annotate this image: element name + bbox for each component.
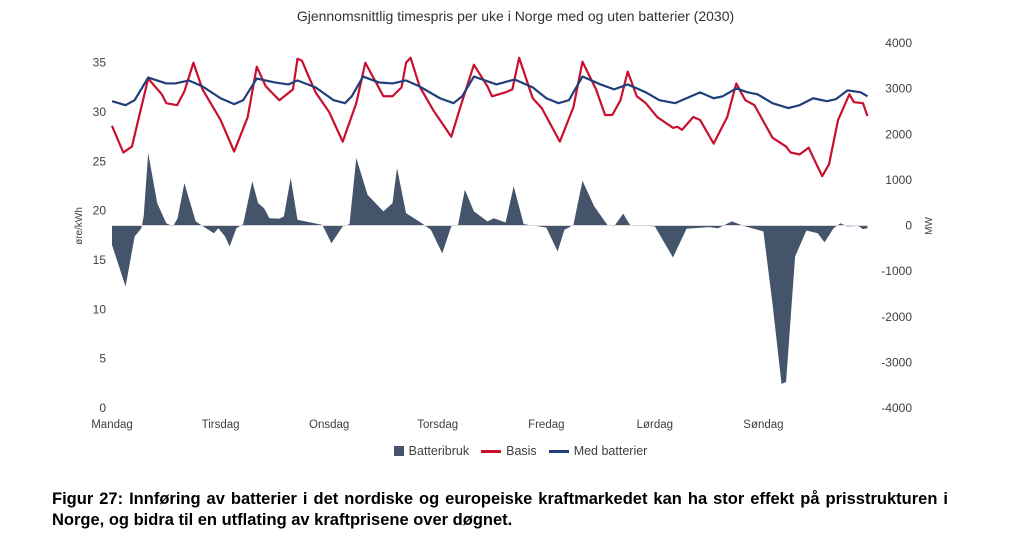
y-tick-label-left: 20 — [93, 204, 107, 218]
legend-label: Basis — [506, 444, 537, 458]
line-layer — [110, 56, 869, 178]
x-tick-label: Søndag — [743, 419, 783, 431]
y-tick-label-right: 1000 — [885, 173, 912, 187]
y-tick-label-right: 4000 — [885, 36, 912, 50]
tick-layer: 0 5 10 15 20 25 30 35 4000 3000 2000 1000 0 -1000 -200… — [91, 36, 912, 431]
y-axis-label-right: MW — [924, 217, 935, 235]
legend-swatch-line — [548, 449, 569, 453]
legend-item-basis: Basis — [481, 444, 537, 458]
y-tick-label-right: -4000 — [881, 401, 912, 415]
chart-title: Gjennomsnittlig timespris per uke i Norg… — [296, 8, 735, 24]
legend-label: Batteribruk — [408, 444, 470, 458]
y-tick-label-left: 35 — [93, 56, 107, 70]
legend-swatch-area — [393, 446, 404, 456]
y-tick-label-right: -2000 — [881, 310, 912, 324]
y-tick-label-left: 10 — [93, 302, 107, 316]
y-tick-label-right: 2000 — [885, 127, 912, 141]
x-tick-label: Onsdag — [309, 419, 349, 431]
y-tick-label-left: 30 — [93, 105, 107, 119]
y-tick-label-left: 15 — [93, 253, 107, 267]
area-layer — [112, 152, 868, 384]
x-tick-label: Fredag — [528, 419, 564, 431]
figure-caption: Figur 27: Innføring av batterier i det n… — [52, 490, 948, 529]
series-line-med-batterier — [111, 75, 869, 110]
series-area-batteribruk — [112, 152, 868, 384]
chart-plot: 0 5 10 15 20 25 30 35 4000 3000 2000 1000 0 -1000 -200… — [74, 36, 935, 431]
y-tick-label-right: -3000 — [881, 355, 912, 369]
legend-item-batteribruk: Batteribruk — [393, 444, 470, 458]
legend-label: Med batterier — [573, 444, 648, 458]
y-tick-label-right: 3000 — [885, 82, 912, 96]
y-tick-label-left: 0 — [99, 401, 106, 415]
y-axis-label-left: øre/kWh — [74, 207, 85, 245]
legend-item-med-batterier: Med batterier — [548, 444, 648, 458]
y-tick-label-left: 25 — [93, 154, 107, 168]
x-tick-label: Mandag — [91, 419, 133, 431]
series-line-basis — [110, 56, 869, 178]
x-tick-label: Lørdag — [637, 419, 673, 431]
x-tick-label: Tirsdag — [202, 419, 240, 431]
y-tick-label-right: 0 — [905, 219, 912, 233]
x-tick-label: Torsdag — [417, 419, 458, 431]
legend: Batteribruk Basis Med batterier — [0, 444, 1031, 458]
y-tick-label-left: 5 — [99, 352, 106, 366]
legend-swatch-line — [481, 449, 502, 453]
y-tick-label-right: -1000 — [881, 264, 912, 278]
